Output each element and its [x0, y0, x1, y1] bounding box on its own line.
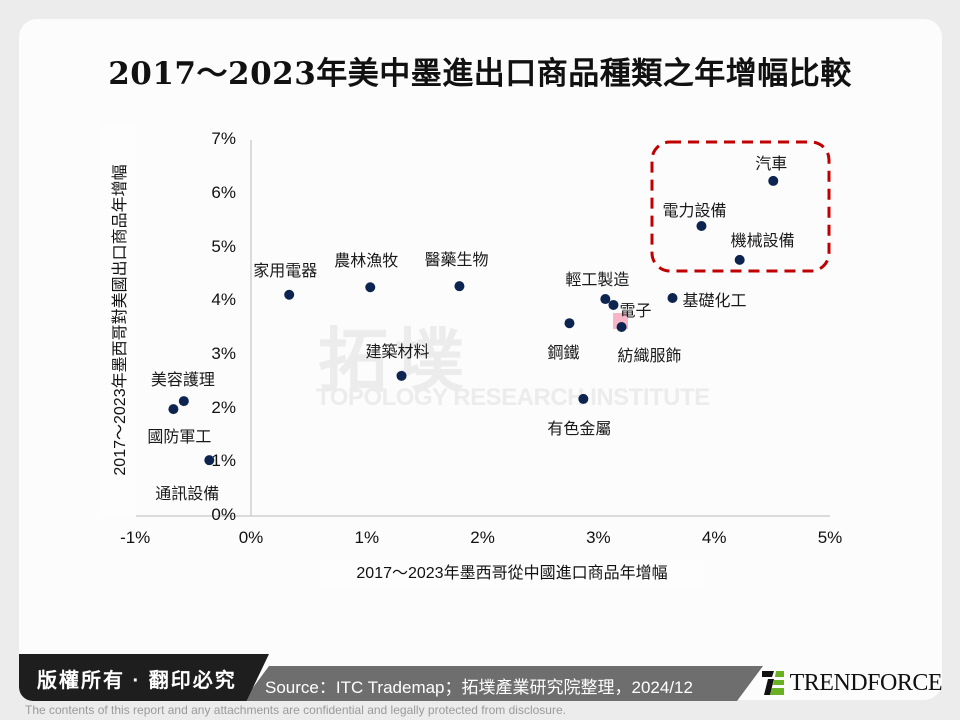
- data-point: [696, 221, 707, 232]
- watermark-logo-text: 拓墣: [318, 322, 470, 400]
- y-tick-label: 7%: [211, 129, 236, 149]
- data-point: [178, 396, 189, 407]
- data-point: [578, 393, 589, 404]
- data-point: [564, 318, 575, 329]
- data-point: [284, 289, 295, 300]
- data-point-label: 美容護理: [150, 372, 215, 390]
- y-tick-label: 0%: [211, 505, 236, 524]
- y-tick-label: 2%: [211, 397, 236, 417]
- data-point-label: 鋼鐵: [547, 345, 580, 363]
- data-point: [396, 370, 407, 381]
- trendforce-logo: TRENDFORCE: [762, 666, 943, 700]
- highlight-box: [650, 140, 831, 273]
- data-point-label: 農林漁牧: [334, 253, 399, 271]
- data-point-label: 建築材料: [365, 343, 430, 361]
- data-point: [734, 254, 745, 265]
- data-point-label: 機械設備: [730, 232, 795, 250]
- source-text: Source：ITC Trademap；拓墣產業研究院整理，2024/12: [265, 678, 693, 697]
- x-tick-label: 1%: [354, 528, 380, 547]
- y-tick-label: 5%: [211, 236, 236, 256]
- y-tick-label: 1%: [211, 451, 236, 471]
- brand-name: TRENDFORCE: [789, 669, 943, 696]
- copyright-text: 版權所有 · 翻印必究: [37, 670, 237, 692]
- disclaimer: The contents of this report and any atta…: [25, 703, 566, 717]
- data-point-label: 醫藥生物: [424, 252, 489, 270]
- y-tick-label: 4%: [211, 290, 236, 310]
- x-tick-label: 3%: [586, 528, 611, 547]
- trendforce-logo-icon: [762, 671, 784, 695]
- data-point-label: 家用電器: [253, 262, 318, 280]
- data-point-label: 通訊設備: [155, 486, 220, 504]
- data-point: [454, 281, 465, 292]
- data-point-label: 紡織服飾: [617, 347, 682, 365]
- watermark-subtitle: TOPOLOGY RESEARCH INSTITUTE: [316, 384, 710, 411]
- copyright-bar: 版權所有 · 翻印必究: [19, 654, 269, 701]
- data-point-label: 電力設備: [662, 203, 727, 221]
- data-point: [616, 321, 627, 332]
- x-axis-label: 2017～2023年墨西哥從中國進口商品年增幅: [320, 560, 704, 588]
- data-point: [608, 299, 619, 310]
- data-point-label: 電子: [619, 302, 652, 320]
- data-point: [768, 175, 779, 186]
- x-tick-label: -1%: [120, 528, 151, 547]
- data-point-label: 基礎化工: [682, 292, 747, 310]
- x-tick-label: 0%: [238, 528, 264, 547]
- data-point-label: 汽車: [755, 155, 788, 173]
- y-tick-label: 3%: [211, 343, 236, 363]
- x-tick-label: 2%: [470, 528, 495, 547]
- x-tick-label: 4%: [701, 528, 727, 547]
- chart-title: 2017～2023年美中墨進出口商品種類之年增幅比較: [108, 56, 852, 92]
- data-point-label: 輕工製造: [565, 272, 630, 290]
- y-tick-label: 6%: [211, 182, 236, 202]
- data-point: [600, 294, 611, 305]
- x-tick-label: 5%: [817, 528, 843, 547]
- data-point: [365, 282, 376, 293]
- data-point: [204, 455, 215, 466]
- y-axis-label-box: [100, 127, 136, 515]
- source-bar: Source：ITC Trademap；拓墣產業研究院整理，2024/12: [243, 666, 763, 701]
- data-points: [168, 175, 779, 466]
- data-point: [667, 292, 678, 303]
- data-point: [168, 404, 179, 415]
- data-point-label: 有色金屬: [547, 420, 612, 438]
- data-point-label: 國防軍工: [147, 429, 212, 447]
